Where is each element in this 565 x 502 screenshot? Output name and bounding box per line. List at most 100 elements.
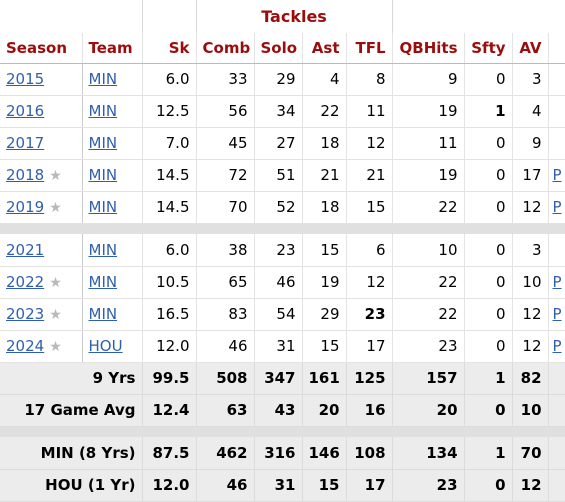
season-link[interactable]: 2015 — [6, 70, 45, 88]
solo-cell: 46 — [254, 266, 303, 299]
awards-link[interactable]: P — [552, 273, 562, 291]
season-link[interactable]: 2017 — [6, 134, 45, 152]
team-link[interactable]: MIN — [88, 134, 118, 152]
column-header-comb[interactable]: Comb — [196, 33, 255, 64]
comb-cell: 72 — [196, 159, 255, 192]
tfl-cell: 11 — [346, 95, 393, 128]
season-link[interactable]: 2016 — [6, 102, 45, 120]
summary-sk-cell: 87.5 — [142, 437, 197, 470]
av-cell: 9 — [512, 127, 549, 160]
comb-cell: 56 — [196, 95, 255, 128]
season-row: 2015 MIN 6.0 33 29 4 8 9 0 3 — [0, 63, 565, 96]
season-row: 2018 ★ MIN 14.5 72 51 21 21 19 0 17 P — [0, 159, 565, 192]
team-link[interactable]: MIN — [88, 198, 118, 216]
team-link[interactable]: MIN — [88, 102, 118, 120]
summary-sfty-cell: 0 — [464, 469, 513, 502]
column-header-av[interactable]: AV — [512, 33, 549, 64]
comb-cell: 65 — [196, 266, 255, 299]
sk-cell: 14.5 — [142, 191, 197, 224]
tfl-cell: 8 — [346, 63, 393, 96]
season-cell: 2023 ★ — [0, 298, 83, 331]
summary-extra-cell — [548, 362, 565, 395]
summary-qbhits-cell: 157 — [392, 362, 465, 395]
column-header-sfty[interactable]: Sfty — [464, 33, 513, 64]
av-cell: 4 — [512, 95, 549, 128]
group-header-tackles: Tackles — [196, 0, 393, 33]
solo-cell: 51 — [254, 159, 303, 192]
summary-solo-cell: 347 — [254, 362, 303, 395]
season-row: 2023 ★ MIN 16.5 83 54 29 23 22 0 12 P — [0, 298, 565, 331]
season-link[interactable]: 2024 — [6, 337, 45, 355]
summary-av-cell: 82 — [512, 362, 549, 395]
awards-cell — [548, 63, 565, 96]
tfl-cell: 15 — [346, 191, 393, 224]
team-link[interactable]: HOU — [88, 337, 123, 355]
ast-cell: 21 — [302, 159, 347, 192]
qbhits-cell: 22 — [392, 298, 465, 331]
qbhits-cell: 19 — [392, 159, 465, 192]
team-link[interactable]: MIN — [88, 240, 118, 259]
awards-cell: P — [548, 298, 565, 331]
solo-cell: 31 — [254, 330, 303, 363]
sk-cell: 6.0 — [142, 63, 197, 96]
column-header-row: Season Team Sk Comb Solo Ast TFL QBHits … — [0, 33, 565, 64]
ast-cell: 19 — [302, 266, 347, 299]
summary-comb-cell: 462 — [196, 437, 255, 470]
summary-extra-cell — [548, 469, 565, 502]
av-cell: 3 — [512, 234, 549, 267]
team-link[interactable]: MIN — [88, 70, 118, 88]
pro-bowl-star-icon: ★ — [49, 339, 62, 355]
comb-cell: 70 — [196, 191, 255, 224]
sk-cell: 14.5 — [142, 159, 197, 192]
season-link[interactable]: 2023 — [6, 305, 45, 323]
summary-label: MIN (8 Yrs) — [0, 437, 143, 470]
season-cell: 2024 ★ — [0, 330, 83, 363]
sk-cell: 12.0 — [142, 330, 197, 363]
summary-label: HOU (1 Yr) — [0, 469, 143, 502]
summary-row: MIN (8 Yrs) 87.5 462 316 146 108 134 1 70 — [0, 437, 565, 470]
summary-sk-cell: 12.4 — [142, 394, 197, 427]
season-link[interactable]: 2019 — [6, 198, 45, 216]
team-cell: MIN — [82, 298, 143, 331]
qbhits-cell: 11 — [392, 127, 465, 160]
summary-sk-cell: 99.5 — [142, 362, 197, 395]
team-link[interactable]: MIN — [88, 166, 118, 184]
gap-row — [0, 223, 565, 234]
sfty-cell: 0 — [464, 330, 513, 363]
column-header-season[interactable]: Season — [0, 33, 83, 64]
awards-link[interactable]: P — [552, 166, 562, 184]
awards-cell: P — [548, 330, 565, 363]
summary-comb-cell: 508 — [196, 362, 255, 395]
sfty-cell: 0 — [464, 159, 513, 192]
team-link[interactable]: MIN — [88, 305, 118, 323]
sfty-cell: 1 — [464, 95, 513, 128]
column-header-solo[interactable]: Solo — [254, 33, 303, 64]
summary-ast-cell: 20 — [302, 394, 347, 427]
awards-link[interactable]: P — [552, 198, 562, 216]
column-header-tfl[interactable]: TFL — [346, 33, 393, 64]
av-cell: 3 — [512, 63, 549, 96]
summary-sfty-cell: 1 — [464, 362, 513, 395]
team-cell: HOU — [82, 330, 143, 363]
summary-comb-cell: 46 — [196, 469, 255, 502]
av-cell: 12 — [512, 298, 549, 331]
season-link[interactable]: 2021 — [6, 240, 45, 259]
season-link[interactable]: 2022 — [6, 273, 45, 291]
column-header-qbhits[interactable]: QBHits — [392, 33, 465, 64]
summary-tfl-cell: 17 — [346, 469, 393, 502]
column-header-ast[interactable]: Ast — [302, 33, 347, 64]
ast-cell: 18 — [302, 191, 347, 224]
column-header-team[interactable]: Team — [82, 33, 143, 64]
awards-link[interactable]: P — [552, 337, 562, 355]
tfl-cell: 6 — [346, 234, 393, 267]
season-link[interactable]: 2018 — [6, 166, 45, 184]
summary-row: 17 Game Avg 12.4 63 43 20 16 20 0 10 — [0, 394, 565, 427]
summary-sk-cell: 12.0 — [142, 469, 197, 502]
qbhits-cell: 22 — [392, 191, 465, 224]
season-row: 2019 ★ MIN 14.5 70 52 18 15 22 0 12 P — [0, 191, 565, 224]
awards-link[interactable]: P — [552, 305, 562, 323]
summary-av-cell: 12 — [512, 469, 549, 502]
column-header-sk[interactable]: Sk — [142, 33, 197, 64]
team-link[interactable]: MIN — [88, 273, 118, 291]
summary-sfty-cell: 1 — [464, 437, 513, 470]
